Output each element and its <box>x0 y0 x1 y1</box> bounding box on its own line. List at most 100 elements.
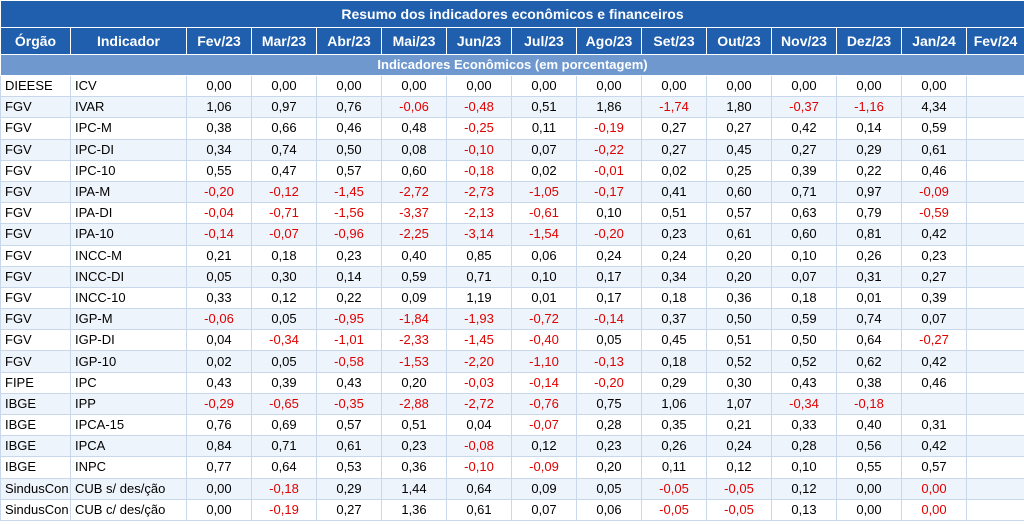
value-cell: 0,77 <box>186 456 252 479</box>
org-cell: IBGE <box>0 413 71 437</box>
org-cell: FGV <box>0 329 71 352</box>
org-cell: FGV <box>0 138 71 161</box>
value-cell: -1,01 <box>316 329 382 352</box>
value-cell: 0,55 <box>836 456 902 479</box>
value-cell: 0,02 <box>511 159 577 182</box>
value-cell: 0,23 <box>901 244 967 267</box>
value-cell: 0,22 <box>316 286 382 310</box>
value-cell: 1,44 <box>381 477 447 500</box>
value-cell: 0,17 <box>576 286 642 310</box>
value-cell <box>966 244 1024 267</box>
value-cell: 0,34 <box>186 138 252 161</box>
value-cell: 0,24 <box>706 435 772 458</box>
value-cell: 0,05 <box>576 329 642 352</box>
indicator-cell: CUB c/ des/ção <box>70 498 187 521</box>
indicator-cell: INPC <box>70 456 187 479</box>
column-header: Jun/23 <box>446 27 512 55</box>
value-cell: -0,05 <box>706 498 772 521</box>
value-cell: 0,23 <box>381 435 447 458</box>
value-cell: -2,72 <box>381 180 447 204</box>
value-cell: 0,02 <box>641 159 707 182</box>
value-cell: -2,13 <box>446 202 512 225</box>
org-cell: FIPE <box>0 371 71 394</box>
column-header: Out/23 <box>706 27 772 55</box>
table-row: IBGE IPCA-15 0,76 0,69 0,57 0,51 0,04 -0,07 0,28… <box>0 413 1024 437</box>
value-cell: 0,74 <box>251 138 317 161</box>
value-cell: -1,05 <box>511 180 577 204</box>
value-cell: 0,23 <box>576 435 642 458</box>
value-cell: 0,00 <box>186 74 252 98</box>
value-cell <box>966 413 1024 437</box>
value-cell: 0,42 <box>901 435 967 458</box>
table-row: SindusCon CUB c/ des/ção 0,00 -0,19 0,27 1,36… <box>0 498 1024 521</box>
value-cell: 0,00 <box>901 477 967 500</box>
value-cell: -1,53 <box>381 350 447 373</box>
value-cell: 0,00 <box>836 477 902 500</box>
value-cell: 0,09 <box>511 477 577 500</box>
value-cell: 0,46 <box>901 371 967 394</box>
table-row: FGV IPC-M 0,38 0,66 0,46 0,48 -0,25 0,11 -0,19 0,… <box>0 117 1024 140</box>
value-cell: 0,50 <box>771 329 837 352</box>
value-cell: 0,18 <box>251 244 317 267</box>
value-cell: 0,51 <box>641 202 707 225</box>
value-cell <box>966 223 1024 246</box>
value-cell: -0,59 <box>901 202 967 225</box>
value-cell: -3,14 <box>446 223 512 246</box>
indicator-cell: IVAR <box>70 96 187 119</box>
value-cell: 0,55 <box>186 159 252 182</box>
value-cell: 0,61 <box>446 498 512 521</box>
value-cell <box>966 265 1024 288</box>
value-cell: -0,08 <box>446 435 512 458</box>
table-row: FGV IPA-DI -0,04 -0,71 -1,56 -3,37 -2,13 -0,61 0… <box>0 202 1024 225</box>
value-cell: 0,40 <box>836 413 902 437</box>
value-cell: 1,80 <box>706 96 772 119</box>
value-cell: 0,00 <box>576 74 642 98</box>
value-cell: 0,18 <box>641 350 707 373</box>
org-cell: FGV <box>0 286 71 310</box>
table-row: FGV INCC-10 0,33 0,12 0,22 0,09 1,19 0,01 0,17 0,… <box>0 286 1024 310</box>
value-cell: 0,10 <box>511 265 577 288</box>
value-cell: 0,43 <box>771 371 837 394</box>
value-cell: 0,00 <box>771 74 837 98</box>
org-cell: FGV <box>0 159 71 182</box>
value-cell: 0,61 <box>901 138 967 161</box>
indicator-cell: IPA-10 <box>70 223 187 246</box>
value-cell: 0,43 <box>186 371 252 394</box>
value-cell: 0,21 <box>186 244 252 267</box>
value-cell: 0,64 <box>446 477 512 500</box>
value-cell: 0,02 <box>186 350 252 373</box>
value-cell: 0,52 <box>771 350 837 373</box>
value-cell <box>966 435 1024 458</box>
value-cell <box>966 498 1024 521</box>
value-cell: 0,61 <box>706 223 772 246</box>
indicator-cell: INCC-10 <box>70 286 187 310</box>
value-cell: 0,11 <box>641 456 707 479</box>
value-cell: 0,05 <box>251 308 317 331</box>
value-cell: -0,19 <box>576 117 642 140</box>
value-cell: 0,04 <box>446 413 512 437</box>
header-row: Órgão Indicador Fev/23 Mar/23 Abr/23 Mai/23 Ju… <box>0 27 1024 55</box>
value-cell: 0,20 <box>381 371 447 394</box>
value-cell: 0,81 <box>836 223 902 246</box>
value-cell <box>966 350 1024 373</box>
value-cell: 0,43 <box>316 371 382 394</box>
value-cell: 0,06 <box>576 498 642 521</box>
value-cell: 0,57 <box>901 456 967 479</box>
org-cell: FGV <box>0 244 71 267</box>
value-cell: -2,88 <box>381 392 447 416</box>
table-row: FGV IPC-DI 0,34 0,74 0,50 0,08 -0,10 0,07 -0,22 0… <box>0 138 1024 161</box>
value-cell: 0,64 <box>251 456 317 479</box>
indicator-cell: IPA-M <box>70 180 187 204</box>
value-cell: 0,27 <box>901 265 967 288</box>
column-header: Set/23 <box>641 27 707 55</box>
value-cell: 0,39 <box>901 286 967 310</box>
table-row: FIPE IPC 0,43 0,39 0,43 0,20 -0,03 -0,14 -0,20 0,… <box>0 371 1024 394</box>
value-cell: -0,20 <box>576 223 642 246</box>
value-cell: -0,35 <box>316 392 382 416</box>
table-row: FGV INCC-DI 0,05 0,30 0,14 0,59 0,71 0,10 0,17 0,… <box>0 265 1024 288</box>
table-row: FGV IVAR 1,06 0,97 0,76 -0,06 -0,48 0,51 1,86 -1,… <box>0 96 1024 119</box>
table-row: FGV IPC-10 0,55 0,47 0,57 0,60 -0,18 0,02 -0,01 0… <box>0 159 1024 182</box>
value-cell: 0,45 <box>706 138 772 161</box>
value-cell: -0,07 <box>251 223 317 246</box>
value-cell: -0,71 <box>251 202 317 225</box>
